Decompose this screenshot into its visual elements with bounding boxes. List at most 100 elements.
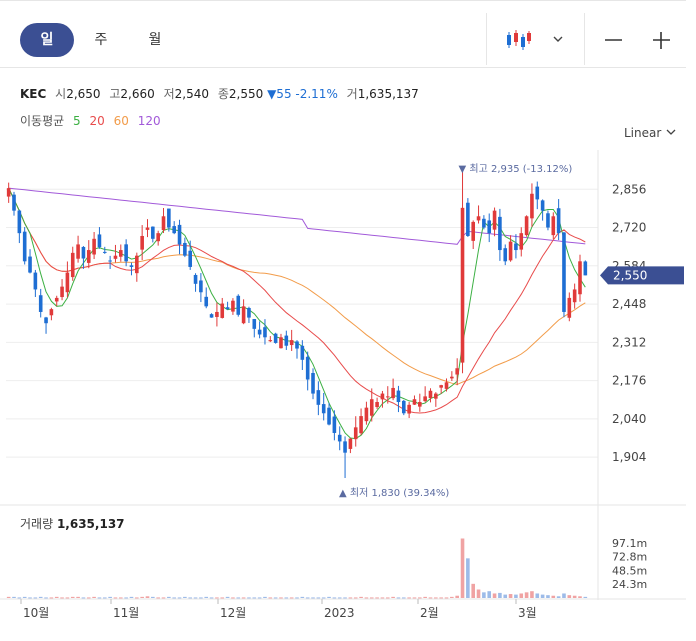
tab-day[interactable]: 일 — [20, 23, 74, 57]
y-tick-label: 2,720 — [612, 221, 646, 235]
volume-bar — [268, 597, 273, 599]
candle-body — [49, 309, 54, 316]
volume-bar — [183, 596, 187, 598]
chevron-down-icon — [666, 129, 676, 135]
volume-bar — [476, 589, 481, 598]
candle-body — [188, 250, 193, 267]
toolbar-divider — [584, 13, 585, 65]
volume-bar — [460, 538, 465, 598]
candle-body — [508, 241, 513, 261]
tab-month[interactable]: 월 — [148, 32, 162, 48]
candle-body — [535, 186, 540, 200]
candle-body — [492, 210, 497, 230]
minus-icon[interactable] — [602, 29, 624, 51]
x-tick-label: 10월 — [23, 606, 49, 620]
candle-body — [498, 216, 502, 251]
volume-bar — [44, 597, 48, 599]
chevron-down-icon[interactable] — [551, 31, 565, 45]
volume-bar — [151, 596, 155, 598]
volume-bar — [508, 594, 513, 598]
change-value: ▼55 -2.11% — [267, 87, 338, 101]
candle-body — [530, 193, 534, 219]
volume-bar — [375, 597, 379, 599]
volume-bar — [156, 597, 160, 599]
volume-bar — [33, 597, 38, 599]
volume-bar — [418, 597, 422, 599]
volume-bar — [6, 596, 11, 598]
volume-bar — [215, 597, 219, 599]
volume-bar — [284, 597, 289, 599]
candle-body — [503, 248, 508, 262]
candle-body — [396, 390, 401, 403]
candle-body — [359, 416, 363, 434]
volume-bar — [81, 597, 86, 599]
candle-body — [263, 327, 267, 338]
volume-bar — [70, 596, 75, 598]
candle-body — [412, 399, 417, 405]
volume-bar — [562, 593, 566, 598]
volume-bar — [60, 597, 64, 599]
candle-body — [353, 427, 358, 440]
candlestick-icon[interactable] — [504, 29, 532, 51]
candle-body — [321, 404, 326, 414]
scale-selector[interactable]: Linear — [624, 126, 677, 140]
volume-bar — [172, 597, 176, 599]
candle-body — [118, 250, 123, 257]
candle-body — [428, 390, 433, 398]
candle-body — [54, 297, 59, 302]
candle-body — [209, 314, 214, 318]
candle-body — [450, 376, 454, 379]
volume-bar — [364, 597, 369, 599]
plus-icon[interactable] — [650, 29, 672, 51]
volume-bar — [466, 558, 470, 598]
volume-bar — [252, 597, 257, 599]
candle-body — [60, 286, 64, 298]
candle-body — [519, 233, 524, 250]
tab-week[interactable]: 주 — [94, 32, 108, 48]
high-value: 2,660 — [120, 87, 155, 101]
candle-body — [540, 200, 545, 211]
candle-body — [12, 194, 16, 211]
candle-body — [295, 341, 299, 349]
candle-body — [6, 188, 11, 197]
y-tick-label: 2,312 — [612, 335, 646, 349]
candle-body — [567, 297, 572, 318]
volume-bar — [305, 597, 310, 599]
volume-bar — [118, 597, 123, 599]
volume-bar — [519, 593, 524, 598]
volume-bar — [22, 596, 27, 598]
volume-bar — [503, 594, 508, 598]
volume-bar — [17, 597, 22, 599]
volume-bar — [188, 597, 193, 599]
toolbar: 일 주 월 — [0, 0, 686, 68]
candle-body — [466, 202, 470, 236]
volume-bar — [220, 597, 225, 599]
candle-body — [487, 220, 492, 234]
candle-body — [129, 265, 134, 267]
volume-bar — [102, 597, 107, 599]
volume-bar — [353, 597, 358, 599]
volume-bar — [583, 596, 588, 598]
volume-legend: 거래량 1,635,137 — [20, 515, 125, 532]
candle-body — [140, 235, 144, 250]
candle-body — [556, 208, 561, 234]
volume-bar — [167, 596, 171, 598]
candle-body — [369, 399, 374, 416]
candle-body — [17, 210, 22, 234]
volume-bar — [108, 596, 112, 598]
volume-y-tick: 48.5m — [612, 565, 647, 578]
volume-bar — [236, 597, 241, 599]
volume-bar — [311, 597, 315, 599]
candle-body — [311, 372, 315, 394]
candle-body — [86, 250, 91, 263]
candle-body — [578, 261, 582, 295]
volume-bar — [482, 592, 486, 598]
candle-body — [215, 311, 219, 317]
volume-bar — [321, 597, 326, 599]
volume-bar — [380, 597, 385, 599]
volume-bar — [524, 592, 529, 598]
volume-bar — [38, 596, 43, 598]
candle-body — [305, 356, 310, 380]
volume-bar — [343, 597, 347, 599]
high-label: 고 — [109, 87, 121, 101]
